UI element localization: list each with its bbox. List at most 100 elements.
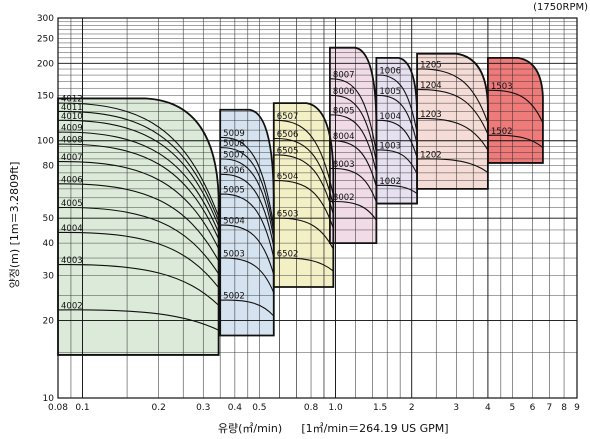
model-label-6506: 6506 xyxy=(277,130,299,140)
curve-4008 xyxy=(57,143,220,240)
model-label-1006: 1006 xyxy=(379,67,401,77)
curve-4011 xyxy=(57,110,220,222)
curve-layer xyxy=(57,68,544,331)
model-label-4008: 4008 xyxy=(61,136,83,146)
model-label-1003: 1003 xyxy=(379,142,401,152)
curve-4006 xyxy=(57,183,220,262)
x-tick-label: 0.8 xyxy=(304,403,319,413)
model-label-5006: 5006 xyxy=(223,166,245,176)
y-tick-label: 100 xyxy=(37,137,54,147)
model-label-1502: 1502 xyxy=(491,127,513,137)
curve-4007 xyxy=(57,161,220,249)
model-label-8006: 8006 xyxy=(333,87,355,97)
curve-4009 xyxy=(57,131,220,233)
zones-layer xyxy=(58,47,543,355)
curve-5004 xyxy=(220,224,275,275)
model-label-5009: 5009 xyxy=(223,129,245,139)
curve-4012 xyxy=(57,102,220,217)
curve-5007 xyxy=(220,158,275,239)
curve-5009 xyxy=(220,136,275,227)
y-tick-label: 150 xyxy=(37,91,54,101)
x-tick-label: 9 xyxy=(574,403,580,413)
x-tick-label: 3 xyxy=(453,403,459,413)
x-tick-label: 4 xyxy=(485,403,491,413)
model-label-1205: 1205 xyxy=(420,61,442,71)
y-tick-label: 30 xyxy=(43,271,55,281)
curve-1002 xyxy=(376,184,418,195)
curve-6502 xyxy=(273,257,334,272)
model-label-1002: 1002 xyxy=(379,177,401,187)
x-tick-label: 0.08 xyxy=(48,403,68,413)
zone-outline-150 xyxy=(486,56,544,164)
model-label-5007: 5007 xyxy=(223,150,245,160)
y-tick-label: 300 xyxy=(37,14,54,24)
model-label-5008: 5008 xyxy=(223,139,245,149)
curve-1204 xyxy=(417,89,489,135)
model-label-8003: 8003 xyxy=(333,160,355,170)
zone-outline-40 xyxy=(57,97,220,356)
curve-8003 xyxy=(329,167,377,203)
y-tick-label: 40 xyxy=(43,239,55,249)
curve-4003 xyxy=(57,264,219,306)
y-tick-label: 200 xyxy=(37,59,54,69)
x-tick-label: 6 xyxy=(530,403,536,413)
curve-1004 xyxy=(376,119,418,158)
model-label-4004: 4004 xyxy=(61,224,83,234)
zone-fill-40 xyxy=(58,98,219,355)
x-axis-note: [1㎥/min＝264.19 US GPM] xyxy=(301,422,448,435)
curve-5006 xyxy=(220,173,275,247)
model-label-1203: 1203 xyxy=(420,110,442,120)
y-tick-label: 10 xyxy=(43,394,55,404)
y-tick-label: 20 xyxy=(43,317,55,327)
curve-4002 xyxy=(57,309,219,331)
x-tick-label: 1.5 xyxy=(373,403,387,413)
model-label-8007: 8007 xyxy=(333,70,355,80)
x-tick-label: 7 xyxy=(547,403,553,413)
grid-layer xyxy=(57,17,578,399)
y-axis-label: 양정(m) [1m＝3.2809ft] xyxy=(8,162,21,289)
zone-fill-100 xyxy=(376,57,418,204)
outline-layer xyxy=(57,46,544,356)
chart-title: (1750RPM) xyxy=(533,2,588,13)
curve-1003 xyxy=(376,149,418,175)
model-label-1503: 1503 xyxy=(491,82,513,92)
model-label-4010: 4010 xyxy=(61,112,83,122)
model-label-4007: 4007 xyxy=(61,153,83,163)
zone-outline-65 xyxy=(272,102,335,288)
model-label-6507: 6507 xyxy=(277,112,299,122)
tick-layer: 0.08 0.1 0.2 0.3 0.4 0.5 0.8 1.0 1.5 2 3 4 5 6 7 8 9 10 20… xyxy=(37,14,580,413)
y-tick-label: 250 xyxy=(37,34,54,44)
x-tick-label: 0.2 xyxy=(152,403,166,413)
model-label-6504: 6504 xyxy=(277,172,299,182)
curve-1006 xyxy=(376,74,418,133)
curve-1203 xyxy=(417,117,489,151)
model-label-4006: 4006 xyxy=(61,175,83,185)
curve-1205 xyxy=(417,68,489,124)
model-label-4002: 4002 xyxy=(61,301,83,311)
y-tick-label: 50 xyxy=(43,214,55,224)
model-label-8005: 8005 xyxy=(333,106,355,116)
model-label-5003: 5003 xyxy=(223,250,245,260)
model-label-6505: 6505 xyxy=(277,147,299,157)
x-tick-label: 0.4 xyxy=(228,403,243,413)
y-tick-label: 80 xyxy=(43,162,55,172)
curve-4010 xyxy=(57,119,220,227)
model-label-4003: 4003 xyxy=(61,256,83,266)
model-label-5005: 5005 xyxy=(223,186,245,196)
zone-fill-50 xyxy=(220,109,274,336)
model-label-1202: 1202 xyxy=(420,150,442,160)
x-tick-label: 5 xyxy=(510,403,516,413)
model-label-6502: 6502 xyxy=(277,250,299,260)
curve-1503 xyxy=(487,89,544,124)
model-label-1204: 1204 xyxy=(420,81,442,91)
x-tick-label: 8 xyxy=(561,403,567,413)
model-label-8004: 8004 xyxy=(333,132,355,142)
model-label-1004: 1004 xyxy=(379,112,401,122)
curve-8004 xyxy=(329,140,377,187)
model-label-6503: 6503 xyxy=(277,210,299,220)
x-tick-label: 1.0 xyxy=(328,403,343,413)
curve-8007 xyxy=(329,78,377,153)
model-label-5004: 5004 xyxy=(223,217,245,227)
